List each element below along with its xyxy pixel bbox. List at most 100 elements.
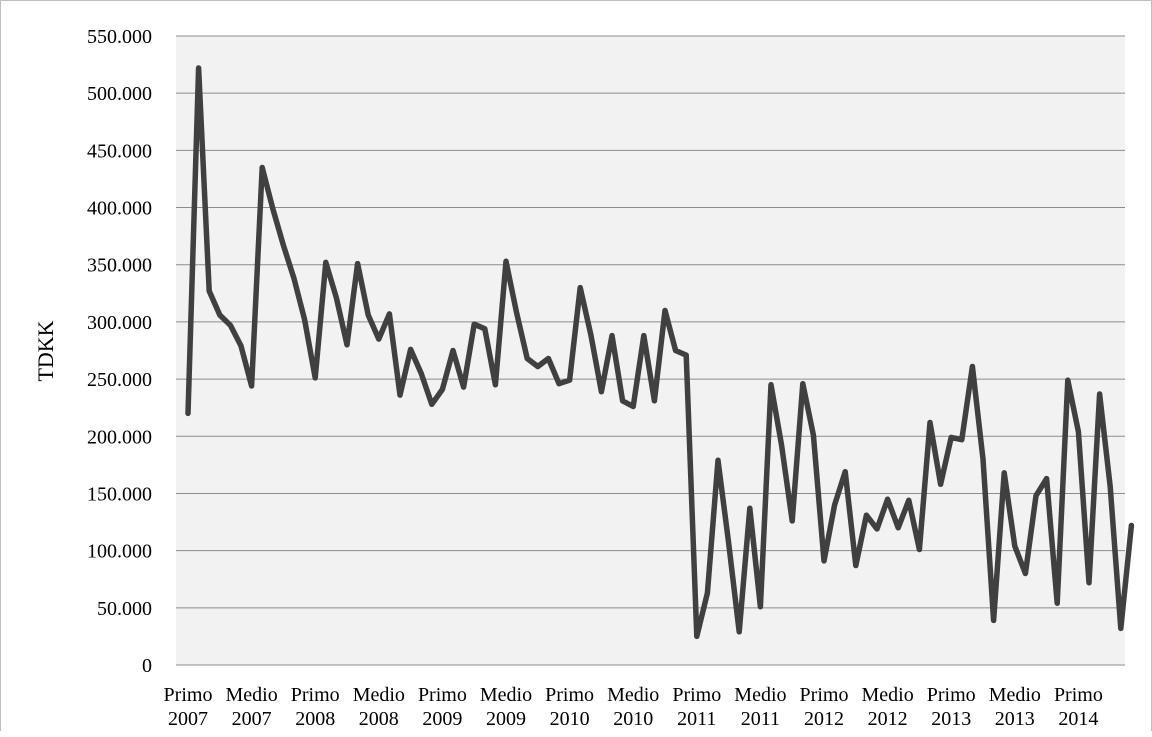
y-tick-label: 0 [142,655,152,677]
data-point [810,432,816,438]
data-point [397,392,403,398]
data-point [333,295,339,301]
data-point [609,333,615,339]
data-point [514,310,520,316]
data-point [545,356,551,362]
data-point [832,502,838,508]
data-point [620,398,626,404]
x-tick-label-line2: 2011 [677,708,716,730]
x-tick-label-line1: Primo [800,684,849,706]
data-point [185,410,191,416]
data-point [567,377,573,383]
data-point [641,333,647,339]
x-tick-label-line2: 2012 [868,708,908,730]
data-points [185,65,1134,639]
x-tick-label-line1: Primo [1054,684,1103,706]
data-point [948,434,954,440]
x-tick-label-line1: Primo [418,684,467,706]
y-tick-label: 500.000 [87,83,152,105]
data-point [863,512,869,518]
data-point [429,401,435,407]
data-point [1022,571,1028,577]
y-tick-label: 300.000 [87,312,152,334]
data-point [842,469,848,475]
data-point [217,312,223,318]
x-tick-label-line2: 2012 [804,708,844,730]
x-tick-label-line1: Primo [545,684,594,706]
data-point [959,437,965,443]
data-point [673,348,679,353]
data-point [1086,580,1092,586]
data-point [1118,625,1124,631]
data-point [227,322,233,328]
x-tick-label-line2: 2009 [422,708,462,730]
data-point [524,356,530,362]
data-point [598,389,604,395]
data-point [556,381,562,387]
data-point [757,604,763,610]
data-point [1128,522,1134,528]
data-point [736,629,742,635]
data-point [1097,391,1103,397]
gridlines [176,35,1125,609]
data-point [1065,377,1071,383]
data-point [503,258,509,264]
x-tick-label-line1: Medio [734,684,786,706]
x-tick-label-line2: 2014 [1058,708,1098,730]
x-tick-label-line1: Medio [353,684,405,706]
data-point [535,364,541,370]
data-point [874,526,880,532]
data-point [853,563,859,569]
data-point [715,457,721,463]
data-point [630,404,636,410]
x-tick-label-line2: 2009 [486,708,526,730]
data-point [492,382,498,388]
data-point [906,497,912,503]
data-point [439,386,445,392]
data-point [662,307,668,313]
data-point [694,633,700,639]
data-point [291,275,297,281]
x-tick-label-line1: Medio [861,684,913,706]
y-tick-label: 550.000 [87,26,152,48]
y-axis-tick-labels: 0 50.000 100.000 150.000 200.000 250.000 300.0… [87,26,152,677]
data-point [471,321,477,327]
x-tick-label-line1: Medio [480,684,532,706]
data-point [408,346,414,352]
x-tick-label-line2: 2008 [295,708,335,730]
x-tick-label-line1: Primo [164,684,213,706]
x-tick-label-line2: 2010 [613,708,653,730]
data-point [206,288,212,294]
data-point [768,382,774,388]
y-tick-label: 400.000 [87,198,152,220]
data-point [355,261,361,267]
data-point [270,206,276,212]
series-line [185,65,1135,640]
y-tick-label: 200.000 [87,426,152,448]
data-point [450,348,456,353]
data-point [821,558,827,564]
data-point [1044,476,1050,482]
data-point [969,364,975,370]
data-point [916,546,922,552]
data-point [482,326,488,332]
y-axis-label: TDKK [33,320,58,381]
data-point [651,398,657,404]
x-tick-label-line1: Primo [291,684,340,706]
data-point [927,420,933,426]
y-tick-label: 250.000 [87,369,152,391]
data-point [991,617,997,623]
data-point [312,375,318,381]
data-point [1001,470,1007,476]
y-tick-label: 50.000 [97,598,152,620]
data-point [365,312,371,318]
x-axis-tick-labels: Primo2007Medio2007Primo2008Medio2008Prim… [164,684,1103,730]
data-point [726,540,732,546]
plot-area [176,36,1125,665]
data-point [302,317,308,323]
data-point [1075,429,1081,435]
data-point [938,481,944,487]
data-point [747,505,753,511]
